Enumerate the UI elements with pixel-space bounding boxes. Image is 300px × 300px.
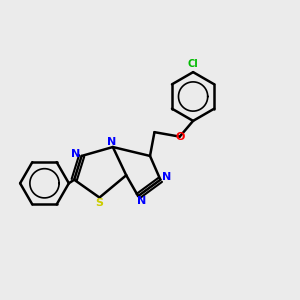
Text: Cl: Cl — [188, 59, 199, 69]
Text: O: O — [175, 132, 184, 142]
Text: N: N — [107, 137, 116, 147]
Text: N: N — [162, 172, 172, 182]
Text: N: N — [71, 148, 80, 159]
Text: N: N — [137, 196, 146, 206]
Text: S: S — [95, 199, 104, 208]
